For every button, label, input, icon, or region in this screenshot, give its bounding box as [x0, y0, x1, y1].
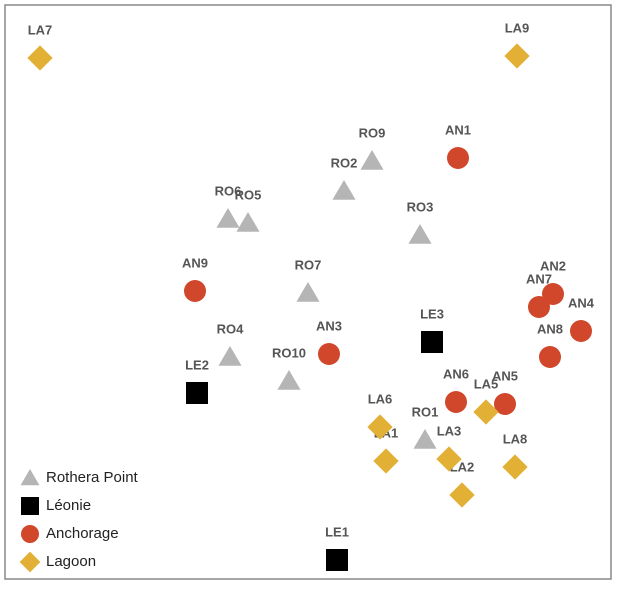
point-label: AN6	[443, 366, 469, 381]
point-label: AN4	[568, 295, 595, 310]
point-label: AN9	[182, 255, 208, 270]
point-label: RO6	[215, 183, 242, 198]
marker	[542, 283, 564, 305]
point-label: RO10	[272, 345, 306, 360]
marker	[296, 282, 320, 302]
marker	[570, 320, 592, 342]
marker	[449, 482, 475, 508]
marker	[408, 224, 432, 244]
legend-marker	[21, 497, 39, 515]
marker	[494, 393, 516, 415]
legend-marker	[19, 551, 41, 573]
point-label: LE3	[420, 306, 444, 321]
marker	[360, 150, 384, 170]
marker	[184, 280, 206, 302]
marker	[27, 45, 53, 71]
marker	[367, 414, 393, 440]
legend-label: Léonie	[46, 497, 91, 514]
marker	[332, 180, 356, 200]
marker	[473, 399, 499, 425]
marker	[528, 296, 550, 318]
point-label: RO3	[407, 199, 434, 214]
point-label: AN3	[316, 318, 342, 333]
marker	[436, 446, 462, 472]
point-label: RO9	[359, 125, 386, 140]
point-label: LA8	[503, 431, 528, 446]
marker	[218, 346, 242, 366]
point-label: LA7	[28, 22, 53, 37]
point-label: AN5	[492, 368, 518, 383]
legend-marker	[21, 525, 39, 543]
point-label: LE2	[185, 357, 209, 372]
marker	[539, 346, 561, 368]
point-label: LA9	[505, 20, 530, 35]
marker	[277, 370, 301, 390]
point-label: LA6	[368, 391, 393, 406]
legend-label: Anchorage	[46, 525, 119, 542]
marker	[236, 212, 260, 232]
legend-marker	[20, 469, 40, 486]
point-label: AN8	[537, 321, 563, 336]
point-label: AN7	[526, 271, 552, 286]
marker	[502, 454, 528, 480]
marker	[447, 147, 469, 169]
marker	[445, 391, 467, 413]
point-label: RO5	[235, 187, 262, 202]
marker	[186, 382, 208, 404]
marker	[413, 429, 437, 449]
point-label: RO1	[412, 404, 439, 419]
point-label: LA5	[474, 376, 499, 391]
legend-label: Rothera Point	[46, 469, 139, 486]
point-label: AN2	[540, 258, 566, 273]
marker	[373, 448, 399, 474]
point-label: RO7	[295, 257, 322, 272]
point-label: LE1	[325, 524, 349, 539]
marker	[326, 549, 348, 571]
marker	[318, 343, 340, 365]
marker	[216, 208, 240, 228]
point-label: LA3	[437, 423, 462, 438]
point-label: RO2	[331, 155, 358, 170]
legend-label: Lagoon	[46, 553, 96, 570]
point-label: RO4	[217, 321, 245, 336]
marker	[421, 331, 443, 353]
point-label: AN1	[445, 122, 471, 137]
marker	[504, 43, 530, 69]
